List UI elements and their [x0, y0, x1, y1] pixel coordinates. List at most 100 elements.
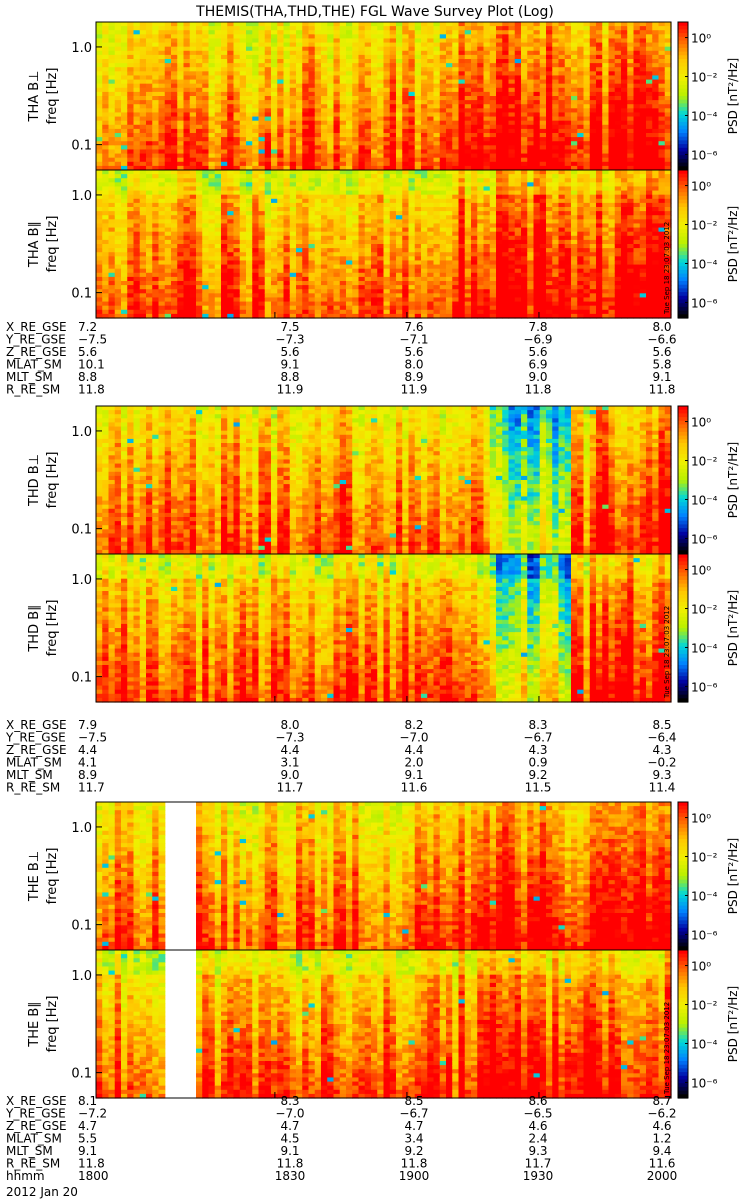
- psd-cell: [190, 236, 197, 241]
- psd-cell: [327, 92, 334, 97]
- psd-cell: [196, 117, 203, 122]
- psd-cell: [390, 38, 397, 43]
- psd-cell: [409, 96, 416, 101]
- psd-cell: [196, 174, 203, 179]
- psd-cell: [659, 92, 666, 97]
- psd-cell: [652, 96, 659, 101]
- psd-cell: [202, 265, 209, 270]
- psd-cell: [327, 108, 334, 113]
- psd-cell: [177, 207, 184, 212]
- psd-cell: [596, 162, 603, 167]
- psd-cell: [521, 26, 528, 31]
- psd-cell: [359, 199, 366, 204]
- psd-cell: [565, 108, 572, 113]
- psd-cell: [584, 162, 591, 167]
- psd-cell: [577, 38, 584, 43]
- psd-cell: [334, 34, 341, 39]
- psd-cell: [215, 182, 222, 187]
- psd-cell: [127, 112, 134, 117]
- psd-cell: [115, 133, 122, 138]
- psd-cell: [402, 38, 409, 43]
- psd-cell: [190, 240, 197, 245]
- psd-cell: [602, 47, 609, 52]
- psd-cell: [446, 22, 453, 27]
- psd-cell: [165, 219, 172, 224]
- psd-cell: [290, 269, 297, 274]
- psd-cell: [496, 34, 503, 39]
- psd-cell: [640, 121, 647, 126]
- psd-cell: [152, 293, 159, 298]
- psd-cell: [184, 55, 191, 60]
- psd-cell: [234, 158, 241, 163]
- psd-cell: [290, 92, 297, 97]
- psd-cell: [115, 228, 122, 233]
- psd-cell: [221, 63, 228, 68]
- psd-cell: [221, 285, 228, 290]
- psd-cell: [215, 174, 222, 179]
- psd-cell: [202, 26, 209, 31]
- psd-cell: [102, 22, 109, 27]
- psd-cell: [227, 149, 234, 154]
- psd-cell: [584, 34, 591, 39]
- psd-cell: [127, 55, 134, 60]
- psd-cell: [352, 59, 359, 64]
- psd-cell: [309, 47, 316, 52]
- psd-cell: [440, 133, 447, 138]
- psd-cell: [240, 117, 247, 122]
- psd-cell: [327, 244, 334, 249]
- psd-cell: [227, 154, 234, 159]
- psd-cell: [346, 88, 353, 93]
- psd-cell: [96, 240, 103, 245]
- psd-cell: [627, 117, 634, 122]
- psd-cell: [659, 80, 666, 85]
- psd-cell: [109, 75, 116, 80]
- psd-cell: [584, 51, 591, 56]
- psd-cell: [196, 252, 203, 257]
- psd-cell: [321, 145, 328, 150]
- psd-cell: [371, 154, 378, 159]
- psd-cell: [146, 145, 153, 150]
- psd-cell: [121, 302, 128, 307]
- psd-cell: [365, 174, 372, 179]
- psd-cell: [290, 223, 297, 228]
- psd-cell: [440, 125, 447, 130]
- psd-cell: [452, 129, 459, 134]
- psd-cell: [159, 145, 166, 150]
- psd-cell: [371, 281, 378, 286]
- psd-cell: [171, 59, 178, 64]
- psd-cell: [615, 117, 622, 122]
- psd-cell: [284, 228, 291, 233]
- psd-cell: [246, 88, 253, 93]
- psd-cell: [615, 80, 622, 85]
- psd-cell: [421, 30, 428, 35]
- psd-cell: [490, 92, 497, 97]
- psd-cell: [515, 59, 522, 64]
- psd-cell: [140, 149, 147, 154]
- psd-cell: [459, 149, 466, 154]
- psd-cell: [371, 248, 378, 253]
- psd-cell: [609, 26, 616, 31]
- psd-cell: [171, 22, 178, 27]
- y-tick-label: 1.0: [71, 41, 92, 56]
- psd-cell: [171, 256, 178, 261]
- psd-cell: [296, 137, 303, 142]
- psd-cell: [109, 30, 116, 35]
- psd-cell: [527, 75, 534, 80]
- psd-cell: [277, 232, 284, 237]
- psd-cell: [577, 108, 584, 113]
- psd-cell: [515, 92, 522, 97]
- psd-cell: [584, 55, 591, 60]
- psd-cell: [252, 145, 259, 150]
- psd-cell: [340, 47, 347, 52]
- psd-cell: [271, 84, 278, 89]
- psd-cell: [146, 293, 153, 298]
- psd-cell: [196, 182, 203, 187]
- psd-cell: [521, 75, 528, 80]
- psd-cell: [552, 71, 559, 76]
- psd-cell: [496, 59, 503, 64]
- psd-cell: [377, 108, 384, 113]
- psd-cell: [246, 199, 253, 204]
- psd-cell: [246, 265, 253, 270]
- psd-cell: [284, 293, 291, 298]
- psd-cell: [390, 67, 397, 72]
